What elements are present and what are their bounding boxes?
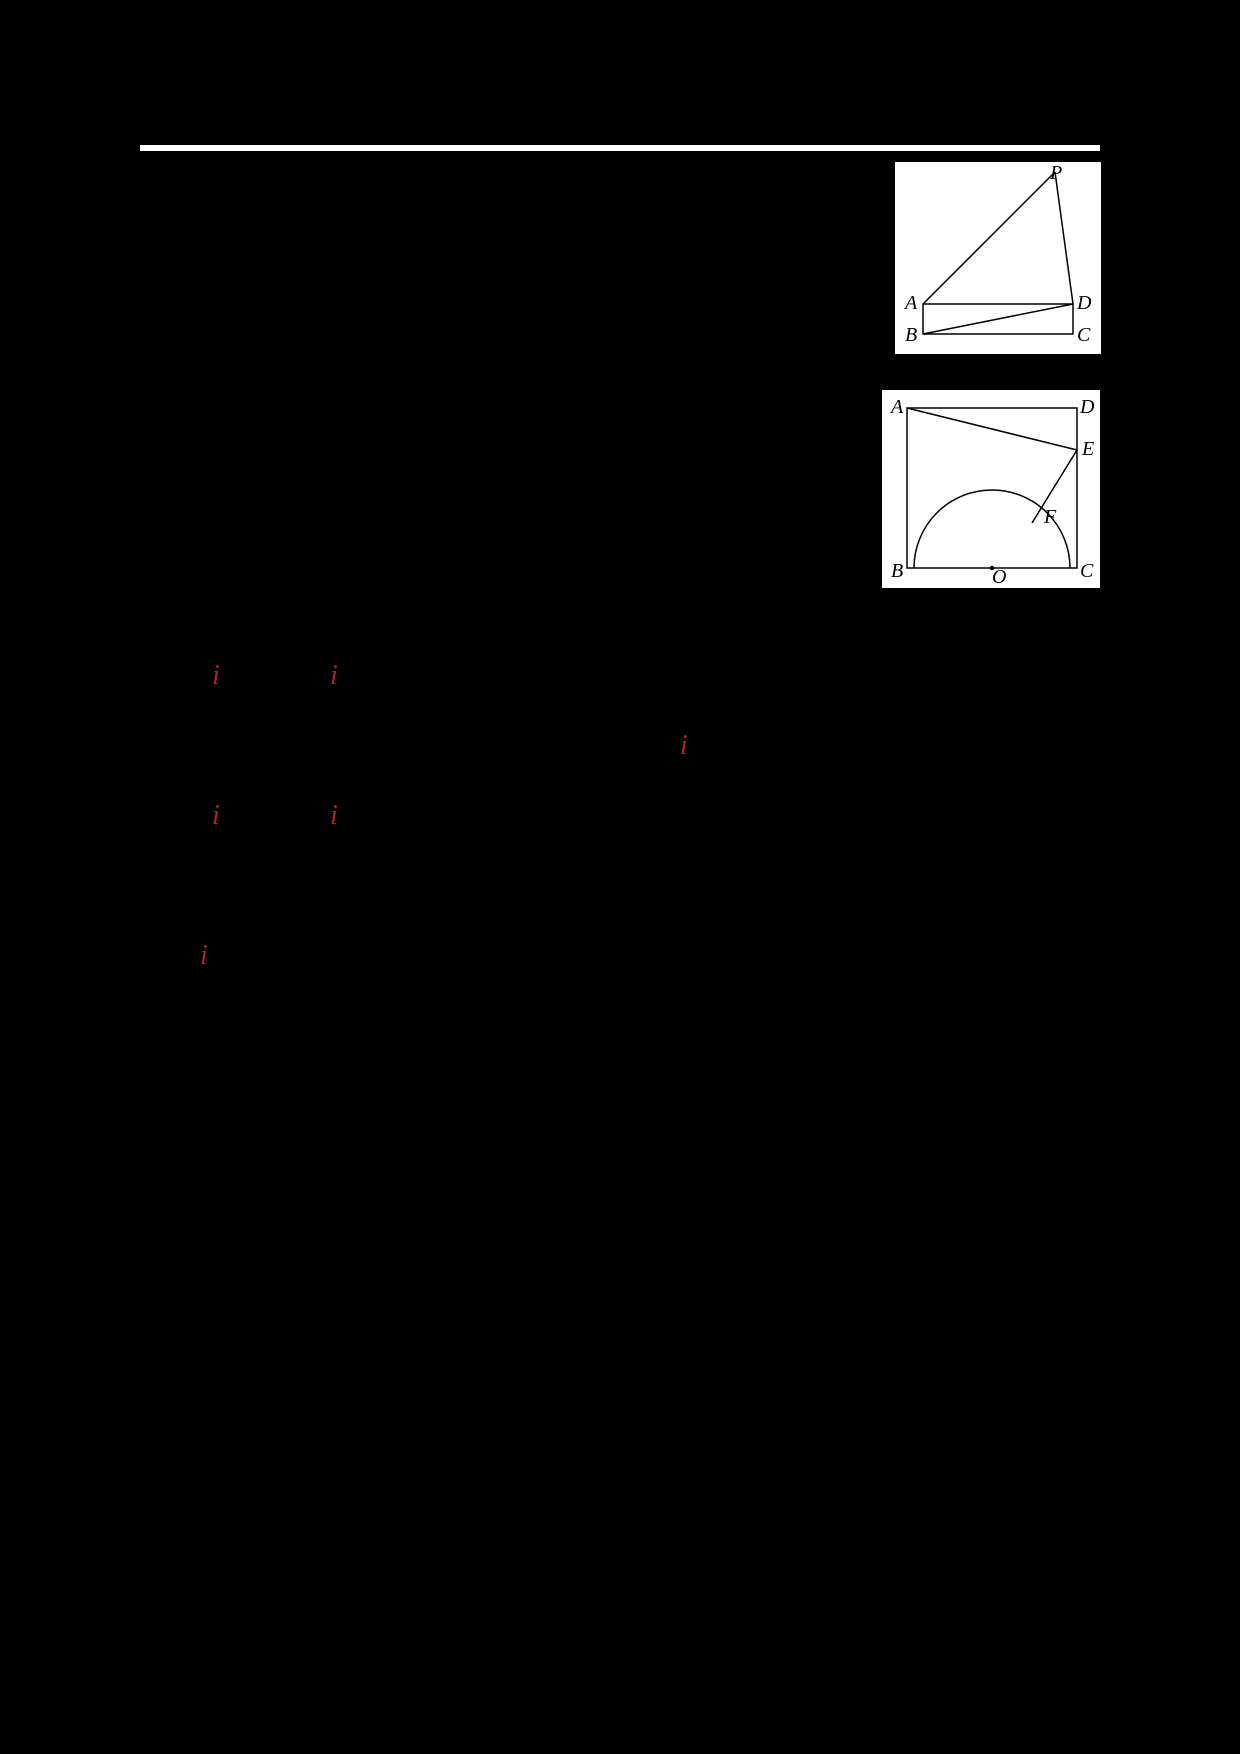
- label-c2: C: [1080, 560, 1093, 583]
- label-d2: D: [1080, 396, 1094, 419]
- glyph-6: i: [200, 940, 208, 972]
- label-p: P: [1050, 162, 1062, 185]
- label-a: A: [905, 292, 917, 315]
- glyph-4: i: [212, 800, 220, 832]
- glyph-2: i: [330, 660, 338, 692]
- label-b2: B: [891, 560, 903, 583]
- top-bar: [140, 145, 1100, 151]
- figure-1: P A B C D: [895, 162, 1101, 354]
- page: P A B C D A B C D E F O i i i i i i: [0, 0, 1240, 1754]
- label-o2: O: [992, 566, 1006, 589]
- label-a2: A: [891, 396, 903, 419]
- figure-2-svg: [882, 390, 1100, 588]
- semicircle: [914, 490, 1070, 568]
- figure-2: A B C D E F O: [882, 390, 1100, 588]
- glyph-5: i: [330, 800, 338, 832]
- label-c: C: [1077, 324, 1090, 347]
- label-b: B: [905, 324, 917, 347]
- line-dp: [1055, 172, 1073, 304]
- square-abcd: [907, 408, 1077, 568]
- label-f2: F: [1044, 506, 1056, 529]
- line-ap: [923, 172, 1055, 304]
- glyph-3: i: [680, 730, 688, 762]
- line-bd: [923, 304, 1073, 334]
- line-ae: [907, 408, 1077, 450]
- figure-1-svg: [895, 162, 1101, 354]
- glyph-1: i: [212, 660, 220, 692]
- label-e2: E: [1082, 438, 1094, 461]
- label-d: D: [1077, 292, 1091, 315]
